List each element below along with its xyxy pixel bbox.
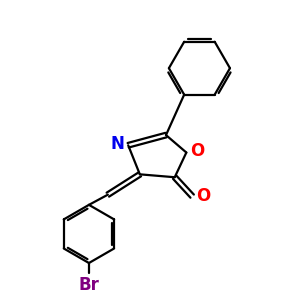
Text: O: O <box>196 187 210 205</box>
Text: N: N <box>111 135 125 153</box>
Text: O: O <box>190 142 204 160</box>
Text: Br: Br <box>79 275 99 293</box>
